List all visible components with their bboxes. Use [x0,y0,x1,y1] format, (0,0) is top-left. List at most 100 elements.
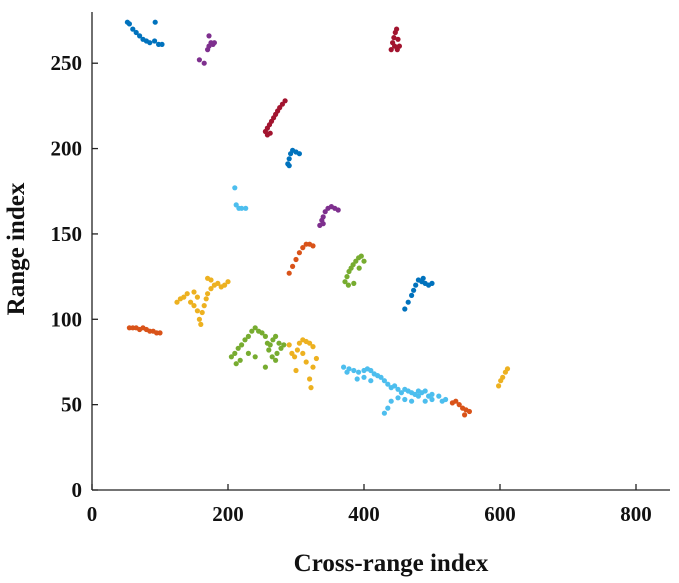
data-point [215,280,221,286]
data-point [429,396,435,403]
data-point [196,57,202,63]
point-cluster-4 [232,185,449,416]
data-point [201,303,207,309]
data-point [269,354,275,360]
data-point [310,364,316,370]
data-point [290,263,296,269]
data-points [124,19,511,418]
data-point [157,330,163,336]
data-point [385,405,391,411]
data-point [126,21,132,27]
data-point [174,299,180,305]
data-point [208,286,214,292]
data-point [358,253,364,259]
data-point [344,274,350,280]
data-point [361,258,367,264]
data-point [310,243,316,249]
data-point [273,333,279,339]
data-point [199,309,205,316]
data-point [310,344,316,350]
data-point [415,393,421,399]
data-point [303,359,309,365]
data-point [286,156,292,162]
data-point [159,41,165,48]
data-point [208,277,214,283]
data-point [456,402,462,408]
data-point [225,279,231,285]
data-point [242,337,248,343]
data-point [296,151,302,157]
data-point [395,386,401,392]
data-point [356,369,362,375]
y-tick-label: 200 [51,137,83,161]
data-point [292,354,298,360]
data-point [235,345,241,351]
x-ticks: 0 200 400 600 800 [87,484,652,526]
data-point [274,350,280,356]
data-point [222,282,228,288]
data-point [286,163,292,169]
data-point [201,60,207,66]
data-point [341,364,347,370]
data-point [409,292,415,298]
y-tick-label: 50 [61,393,82,417]
data-point [392,43,398,49]
data-point [264,132,270,138]
data-point [436,393,442,399]
data-point [356,265,362,271]
y-ticks: 0 50 100 150 200 250 [51,51,98,502]
data-point [313,355,319,362]
data-point [320,221,326,227]
data-point [282,98,288,104]
data-point [320,214,326,220]
data-point [466,408,472,415]
data-point [147,40,153,46]
data-point [381,378,387,384]
data-point [422,388,428,394]
data-point [196,316,202,322]
y-tick-label: 0 [72,478,83,502]
data-point [130,26,136,32]
data-point [351,367,357,374]
data-point [344,369,350,375]
data-point [286,342,292,348]
data-point [395,36,401,42]
data-point [267,342,273,348]
data-point [394,26,400,32]
data-point [203,296,209,302]
data-point [381,410,387,416]
data-point [137,33,143,39]
data-point [206,33,212,39]
data-point [286,270,292,276]
data-point [345,282,351,288]
data-point [262,333,268,339]
data-point [243,205,249,211]
data-point [462,412,468,418]
data-point [232,350,238,356]
data-point [276,340,282,346]
x-axis-title: Cross-range index [294,550,489,577]
point-cluster-3 [262,26,402,138]
data-point [239,205,245,211]
data-point [245,333,251,339]
data-point [307,340,313,346]
data-point [394,47,400,53]
data-point [453,398,459,404]
data-point [228,354,234,360]
data-point [342,279,348,285]
data-point [335,207,341,213]
data-point [294,347,300,353]
data-point [429,391,435,397]
data-point [496,383,502,389]
data-point [249,328,255,334]
y-tick-label: 150 [51,222,83,246]
data-point [500,374,506,380]
data-point [281,342,287,348]
point-cluster-6 [174,275,511,391]
data-point [293,367,299,374]
data-point [181,294,187,300]
data-point [388,47,394,53]
data-point [395,395,401,401]
data-point [429,280,435,286]
